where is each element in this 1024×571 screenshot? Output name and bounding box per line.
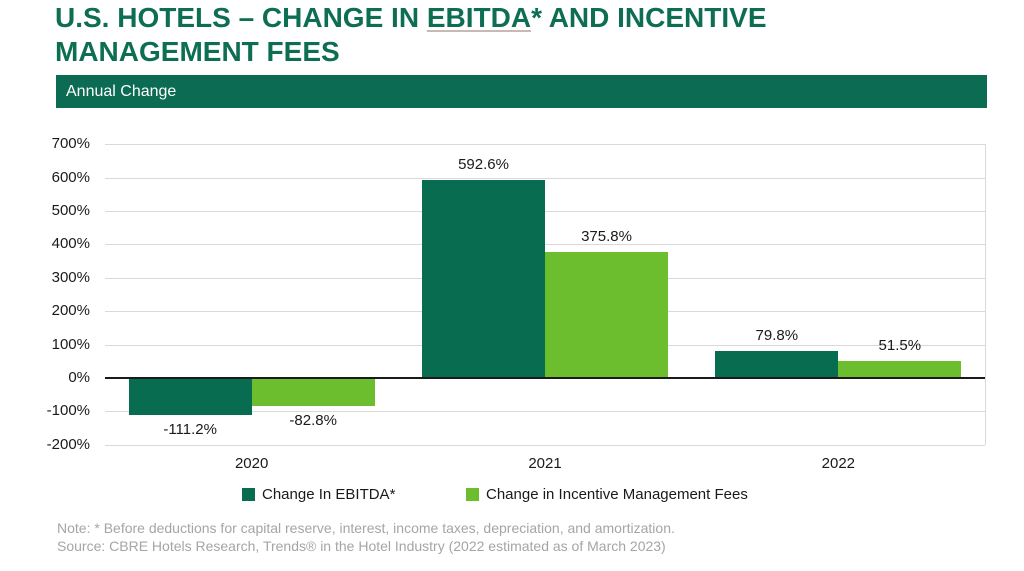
y-axis-tick-label: 0% xyxy=(68,369,90,386)
x-axis-category-label: 2021 xyxy=(528,455,562,472)
bar-value-label: -82.8% xyxy=(289,411,337,429)
legend-swatch-incentive-fees-icon xyxy=(466,488,479,501)
bar-2020-series0 xyxy=(128,378,252,416)
bar-2021-series0 xyxy=(422,180,545,378)
x-axis-category-label: 2022 xyxy=(821,455,856,472)
bar-value-label: -111.2% xyxy=(163,421,217,439)
x-axis-zero-line xyxy=(105,377,985,379)
footnote-note-line: Note: * Before deductions for capital re… xyxy=(57,520,675,536)
gridline--100 xyxy=(105,411,985,413)
footnote: Note: * Before deductions for capital re… xyxy=(57,519,675,555)
legend-swatch-ebitda-icon xyxy=(242,488,255,501)
bar-2020-series1 xyxy=(251,378,375,406)
gridline--200 xyxy=(105,444,985,446)
title-text-start: U.S. HOTELS – CHANGE IN xyxy=(55,2,427,33)
gridline-500 xyxy=(105,211,985,212)
bar-2022-series1 xyxy=(838,360,962,378)
bar-value-label: 375.8% xyxy=(581,228,632,246)
page-title: U.S. HOTELS – CHANGE IN EBITDA* AND INCE… xyxy=(55,1,845,69)
y-axis-tick-label: 500% xyxy=(51,202,90,219)
subtitle-banner-text: Annual Change xyxy=(66,83,177,100)
gridline-600 xyxy=(105,177,985,179)
bar-value-label: 79.8% xyxy=(755,327,799,345)
y-axis-tick-label: 200% xyxy=(51,302,90,320)
y-axis-tick-label: -200% xyxy=(46,435,90,453)
y-axis-tick-label: 400% xyxy=(51,235,90,253)
footnote-source-line: Source: CBRE Hotels Research, Trends® in… xyxy=(57,538,666,554)
plot-right-border xyxy=(985,144,986,445)
x-axis-category-label: 2020 xyxy=(234,455,269,472)
bar-2022-series0 xyxy=(715,351,839,378)
legend-item-ebitda: Change In EBITDA* xyxy=(242,486,395,503)
legend-label-ebitda: Change In EBITDA* xyxy=(262,486,396,503)
y-axis-tick-label: 300% xyxy=(51,268,90,286)
bar-2021-series1 xyxy=(545,252,668,378)
y-axis-tick-label: -100% xyxy=(46,402,90,420)
title-ebitda-underlined: EBITDA xyxy=(426,2,532,33)
gridline-700 xyxy=(105,144,985,146)
legend-label-incentive-fees: Change in Incentive Management Fees xyxy=(486,486,748,503)
bar-value-label: 51.5% xyxy=(878,336,922,354)
legend-item-incentive-fees: Change in Incentive Management Fees xyxy=(466,486,748,503)
subtitle-banner: Annual Change xyxy=(56,75,987,108)
y-axis-tick-label: 100% xyxy=(51,335,90,353)
y-axis-tick-label: 600% xyxy=(51,168,90,186)
y-axis-tick-label: 700% xyxy=(51,135,90,153)
gridline-400 xyxy=(105,244,985,246)
bar-value-label: 592.6% xyxy=(458,156,509,174)
title-text-end: * AND INCENTIVE MANAGEMENT FEES xyxy=(55,2,767,67)
